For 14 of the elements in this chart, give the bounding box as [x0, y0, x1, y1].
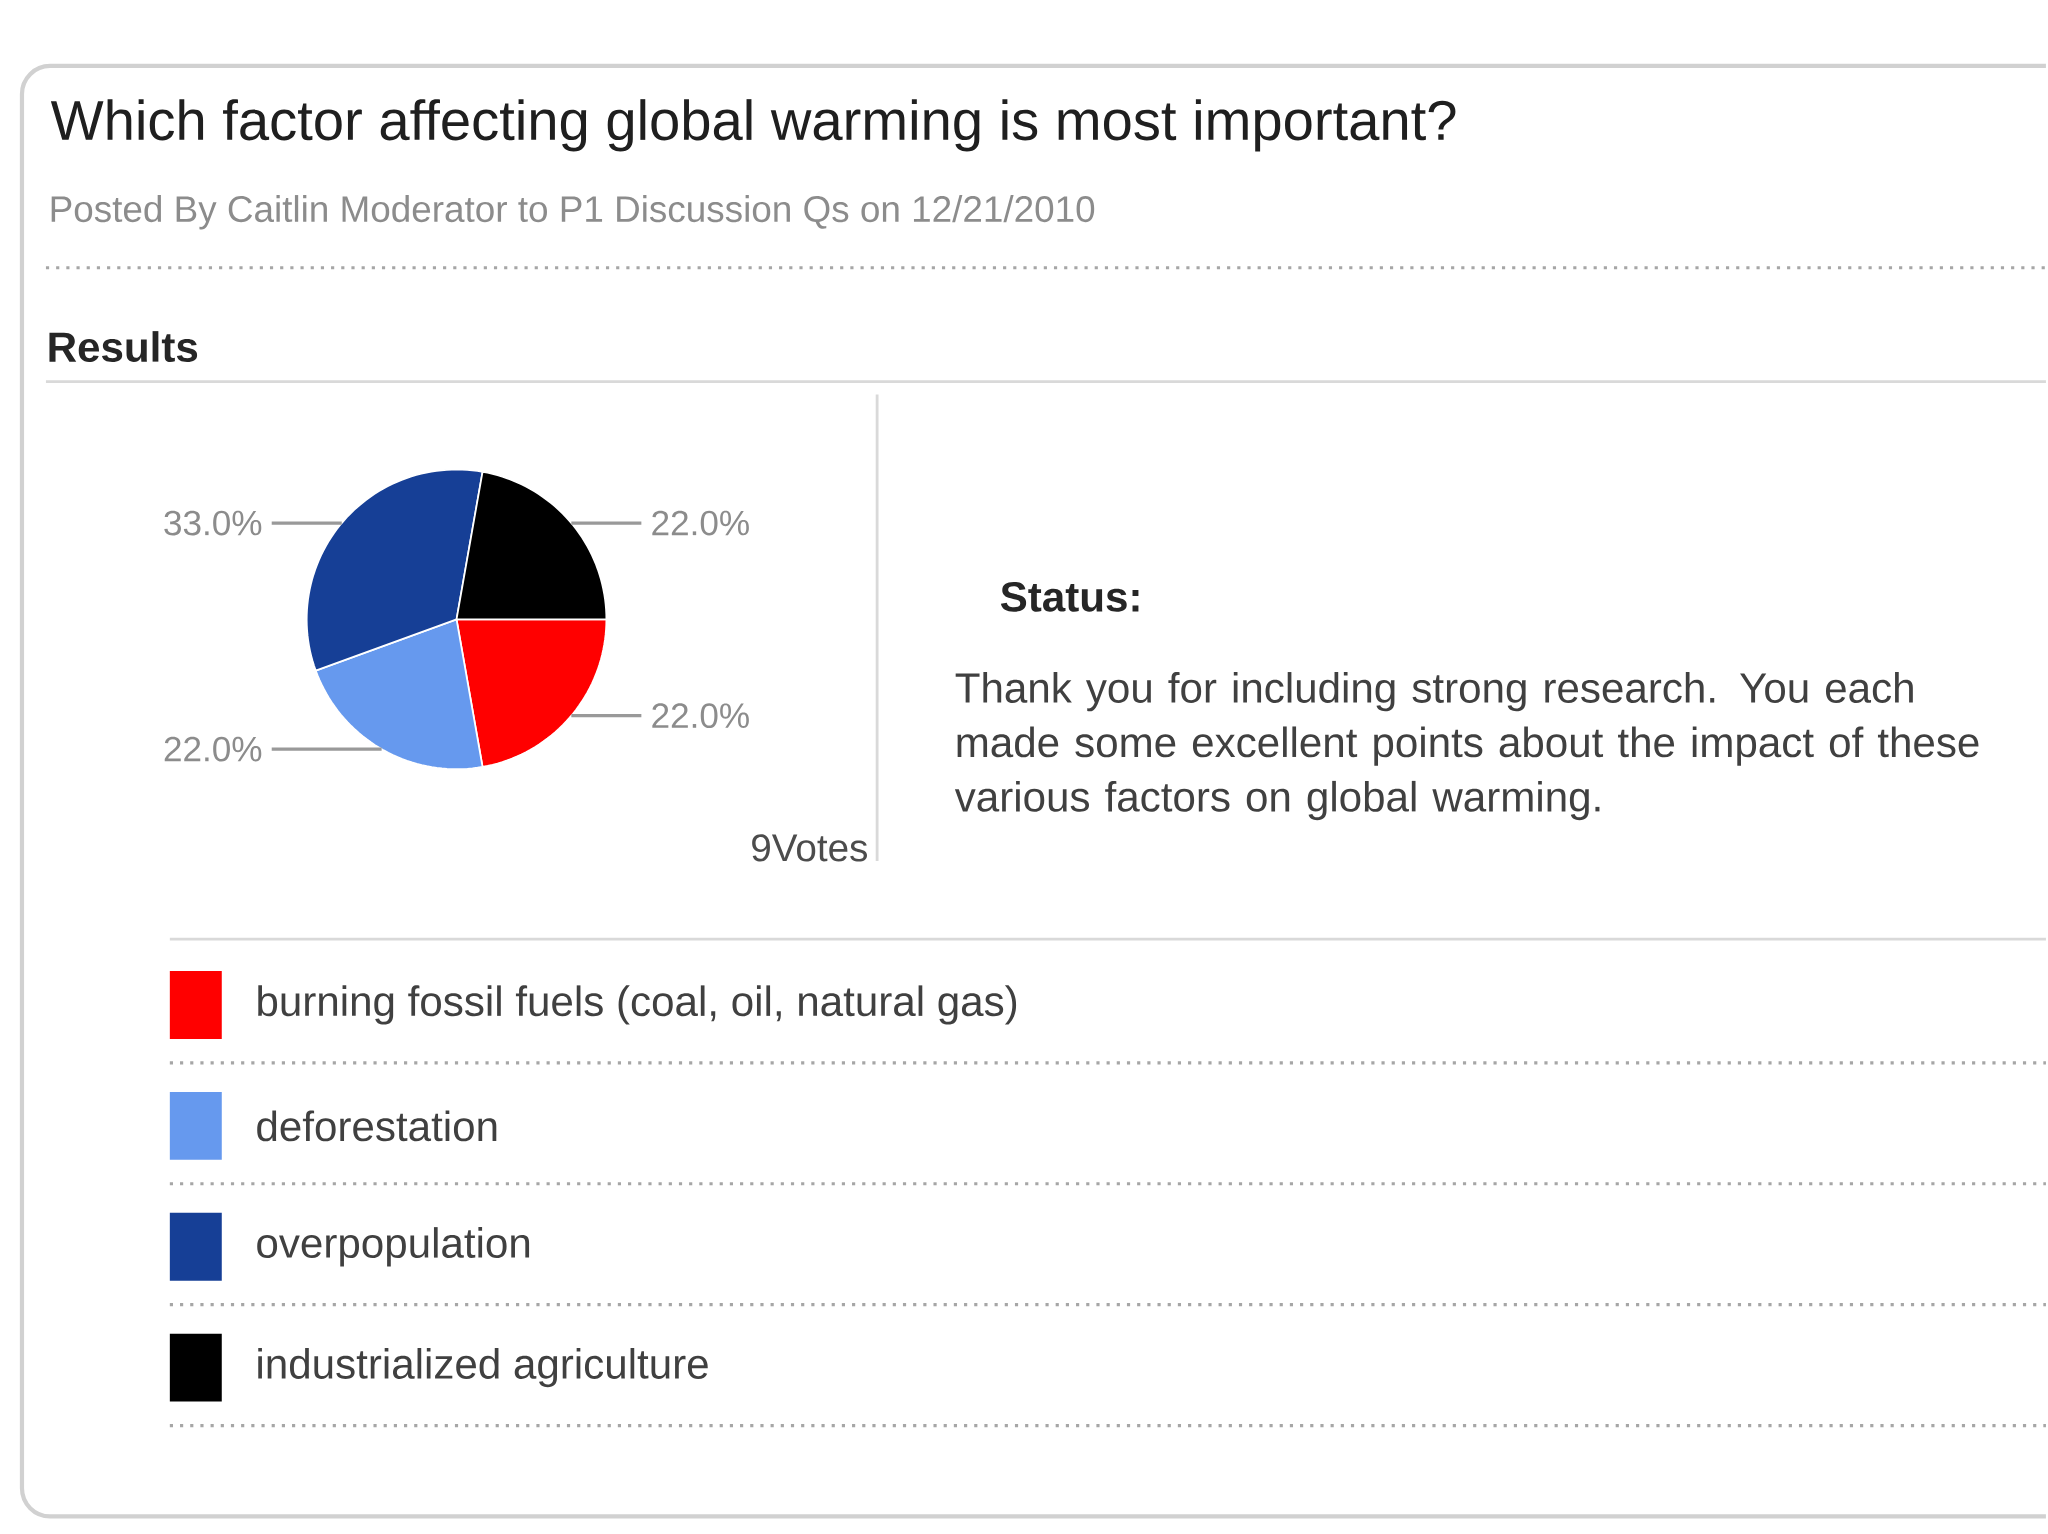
data-label: 22.0%	[652, 703, 749, 728]
data-label: 33.0%	[164, 510, 262, 536]
legend-label: overpopulation	[257, 1226, 530, 1267]
chart-subtitle: Posted By Caitlin Moderator to P1 Discussion Qs on 12/21/2010	[51, 194, 1095, 230]
legend-label: deforestation	[257, 1110, 497, 1142]
text: Results	[49, 330, 198, 362]
text: 9Votes	[752, 833, 867, 862]
legend-label: burning fossil fuels (coal, oil, natural gas)	[258, 985, 1017, 1025]
text: Status:	[1000, 581, 1139, 612]
data-label: 22.0%	[164, 736, 262, 762]
legend-label: industrialized agriculture	[258, 1347, 708, 1388]
text: Thank you for including strong research. You each made some excellent points about the impact of these various factors on global warming.	[954, 671, 1979, 820]
chart-title: Which factor affecting global warming is most important?	[50, 98, 1456, 152]
data-label: 22.0%	[652, 510, 749, 536]
